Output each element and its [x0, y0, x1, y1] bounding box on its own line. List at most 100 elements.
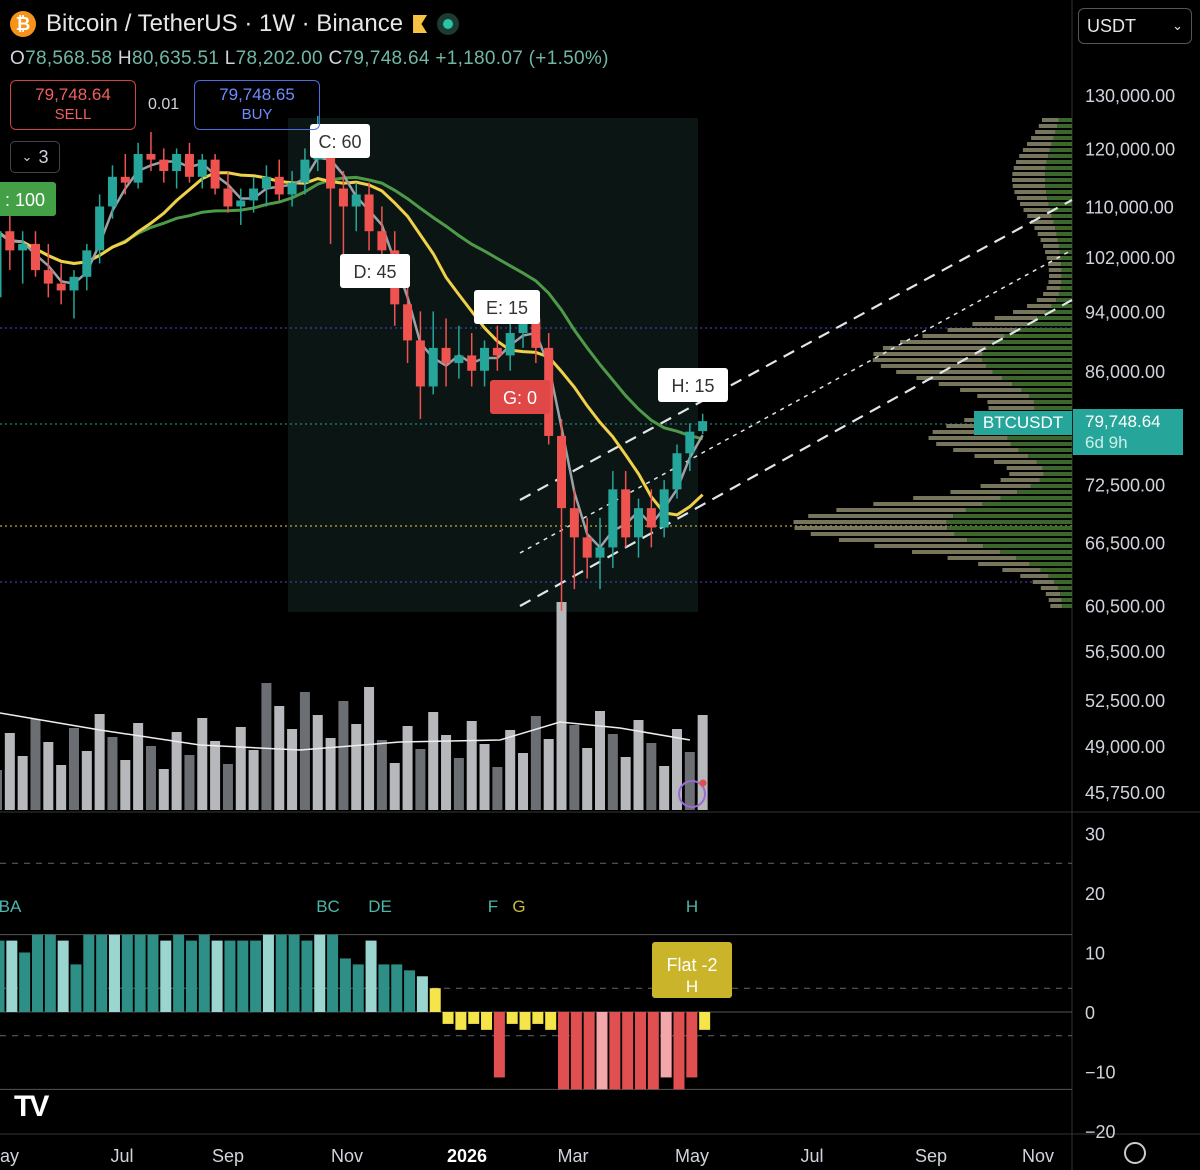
- volume-bar: [620, 757, 631, 810]
- volume-profile-bar: [1057, 238, 1072, 242]
- volume-profile-bar: [1035, 130, 1056, 134]
- volume-profile-bar: [947, 556, 1017, 560]
- candle: [0, 231, 2, 298]
- price-tick-label: 130,000.00: [1085, 86, 1175, 106]
- currency-select[interactable]: USDT ⌄: [1078, 8, 1192, 44]
- volume-profile-bar: [1050, 208, 1072, 212]
- volume-profile-bar: [1048, 598, 1062, 602]
- volume-profile-bar: [980, 484, 1031, 488]
- indicator-bar: [57, 940, 69, 1012]
- indicator-bar: [532, 1012, 544, 1024]
- volume-profile-bar: [1019, 154, 1049, 158]
- volume-bar: [287, 729, 298, 810]
- volume-bar: [351, 724, 362, 810]
- volume-profile-bar: [1048, 574, 1072, 578]
- volume-profile-bar: [967, 538, 1072, 542]
- candle: [30, 231, 40, 277]
- volume-profile-bar: [982, 502, 1072, 506]
- volume-profile-bar: [1060, 286, 1072, 290]
- sell-button[interactable]: 79,748.64 SELL: [10, 80, 136, 130]
- channel-upper: [519, 199, 1073, 501]
- price-tick-label: 45,750.00: [1085, 783, 1165, 803]
- last-price-tag: 79,748.64 6d 9h: [1073, 409, 1183, 455]
- volume-profile-bar: [1054, 580, 1072, 584]
- volume-bar: [492, 767, 503, 810]
- ohlc-readout: O78,568.58 H80,635.51 L78,202.00 C79,748…: [10, 48, 609, 69]
- volume-bar: [518, 753, 529, 810]
- indicator-level-label: 20: [1085, 884, 1105, 904]
- volume-profile-bar: [1037, 316, 1072, 320]
- volume-profile-bar: [1014, 190, 1047, 194]
- volume-profile-bar: [953, 514, 1072, 518]
- order-quantity[interactable]: 0.01: [148, 96, 180, 113]
- candle: [18, 231, 28, 284]
- indicator-bar: [19, 952, 31, 1012]
- volume-profile-bar: [1022, 148, 1050, 152]
- indicator-callout: Flat -2 H: [652, 942, 732, 998]
- volume-profile-bar: [1055, 226, 1072, 230]
- indicator-bar: [134, 934, 146, 1012]
- volume-profile: [793, 118, 1072, 608]
- volume-profile-bar: [872, 358, 983, 362]
- price-tick-label: 56,500.00: [1085, 642, 1165, 662]
- indicator-bar: [686, 1012, 698, 1078]
- annotation-label: D: 45: [340, 254, 410, 288]
- volume-bar: [530, 716, 541, 810]
- candle: [646, 489, 656, 548]
- volume-profile-bar: [1048, 202, 1072, 206]
- indicators-toggle[interactable]: ⌄ 3: [10, 141, 60, 173]
- svg-text:C: 60: C: 60: [318, 132, 361, 152]
- volume-profile-bar: [972, 322, 1028, 326]
- candle: [403, 276, 413, 364]
- candle: [133, 142, 143, 189]
- indicator-bar: [429, 988, 441, 1012]
- volume-profile-bar: [1045, 592, 1061, 596]
- candle: [467, 333, 477, 387]
- buy-button[interactable]: 79,748.65 BUY: [194, 80, 320, 130]
- volume-profile-bar: [1001, 376, 1072, 380]
- volume-bar: [68, 728, 79, 810]
- gear-icon[interactable]: [1124, 1142, 1146, 1164]
- candle: [492, 325, 502, 371]
- volume-bar: [43, 742, 54, 810]
- volume-profile-bar: [1018, 448, 1072, 452]
- svg-text:D: 45: D: 45: [353, 262, 396, 282]
- volume-profile-bar: [874, 544, 984, 548]
- candle: [146, 131, 156, 172]
- volume-profile-bar: [1030, 484, 1072, 488]
- volume-profile-bar: [1038, 124, 1058, 128]
- volume-profile-bar: [794, 526, 948, 530]
- symbol-title[interactable]: Bitcoin / TetherUS · 1W · Binance: [46, 10, 404, 37]
- volume-profile-bar: [1051, 142, 1072, 146]
- volume-profile-bar: [1031, 136, 1054, 140]
- indicator-bar: [493, 1012, 505, 1078]
- volume-profile-bar: [936, 442, 1011, 446]
- volume-bar: [184, 755, 195, 810]
- time-axis-label: Jul: [110, 1146, 133, 1166]
- volume-profile-bar: [896, 370, 993, 374]
- volume-profile-bar: [1061, 268, 1072, 272]
- volume-profile-bar: [1047, 262, 1062, 266]
- volume-profile-bar: [810, 532, 955, 536]
- volume-profile-bar: [1043, 472, 1072, 476]
- volume-profile-bar: [912, 550, 1001, 554]
- time-axis-label: Sep: [212, 1146, 244, 1166]
- candle: [672, 444, 682, 499]
- indicator-bar: [699, 1012, 711, 1030]
- volume-profile-bar: [994, 340, 1072, 344]
- indicator-bar: [44, 934, 56, 1012]
- volume-bar: [543, 739, 554, 810]
- candle: [107, 165, 117, 219]
- candle: [338, 171, 348, 264]
- flag-icon[interactable]: [413, 15, 428, 33]
- svg-text:H: 15: H: 15: [671, 376, 714, 396]
- svg-text:Flat -2: Flat -2: [666, 955, 717, 975]
- volume-bar: [56, 765, 67, 810]
- bitcoin-icon: ₿: [10, 11, 36, 37]
- volume-profile-bar: [1059, 250, 1072, 254]
- volume-profile-bar: [1045, 250, 1060, 254]
- indicator-bar: [262, 934, 274, 1012]
- volume-profile-bar: [1057, 586, 1072, 590]
- volume-profile-bar: [985, 364, 1072, 368]
